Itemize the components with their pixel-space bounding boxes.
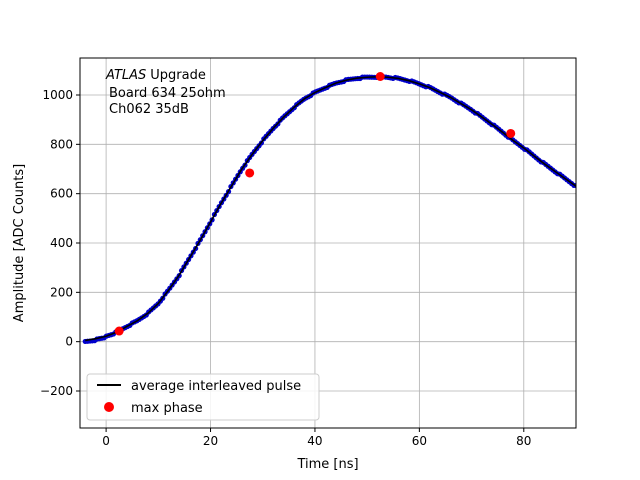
max-phase-point	[245, 168, 255, 178]
x-tick-label: 80	[516, 434, 531, 448]
x-tick-label: 60	[412, 434, 427, 448]
legend-marker-max-phase	[104, 402, 114, 412]
annotation-board: Board 634 25ohm	[109, 86, 226, 101]
plot-clipped-group	[82, 72, 576, 345]
max-phase-point	[375, 72, 385, 81]
annotation-channel: Ch062 35dB	[109, 102, 189, 117]
x-tick-label: 40	[307, 434, 322, 448]
x-tick-label: 20	[203, 434, 218, 448]
y-tick-label: 1000	[42, 88, 73, 102]
legend: average interleaved pulse max phase	[86, 373, 320, 421]
x-tick-label: 0	[102, 434, 110, 448]
y-tick-label: 800	[50, 137, 73, 151]
grid-lines	[80, 58, 576, 428]
plot-area	[82, 72, 576, 345]
annotation-upgrade: Upgrade	[150, 68, 206, 83]
legend-label-max-phase: max phase	[131, 401, 203, 416]
x-axis-label: Time [ns]	[296, 457, 358, 472]
x-axis-ticks: 0 20 40 60 80	[102, 428, 531, 448]
y-axis-label: Amplitude [ADC Counts]	[12, 164, 27, 322]
y-tick-label: 600	[50, 187, 73, 201]
y-tick-label: 200	[50, 285, 73, 299]
y-tick-label: −200	[40, 384, 73, 398]
max-phase-point	[114, 326, 124, 336]
y-tick-label: 400	[50, 236, 73, 250]
max-phase-point	[506, 128, 516, 138]
y-axis-ticks: −200 0 200 400 600 800 1000	[40, 88, 80, 398]
average-pulse-line	[85, 75, 576, 342]
annotation-text: ATLAS Upgrade Board 634 25ohm Ch062 35dB	[105, 68, 226, 117]
annotation-atlas: ATLAS	[105, 68, 146, 83]
legend-box	[86, 373, 320, 421]
plot-frame	[79, 57, 577, 429]
y-tick-label: 0	[65, 335, 73, 349]
legend-label-average: average interleaved pulse	[131, 379, 301, 394]
